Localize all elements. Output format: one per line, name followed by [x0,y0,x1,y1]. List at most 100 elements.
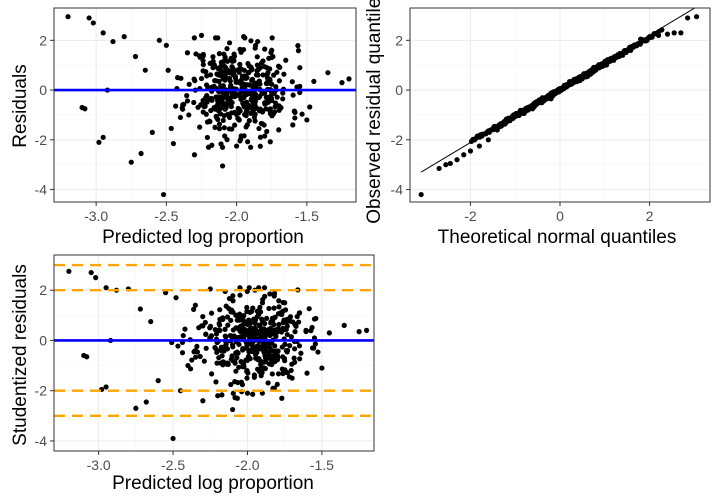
residuals-marks [54,14,356,198]
studentized-point [173,295,179,301]
residuals-point [96,139,102,145]
residuals-point [339,80,345,86]
residuals-point [224,58,231,64]
residuals-point [238,96,244,102]
studentized-point [291,355,297,361]
residuals-point [209,142,215,148]
residuals-point [257,143,263,149]
residuals-point [215,116,221,122]
studentized-point [298,350,304,356]
studentized-point [229,307,235,313]
studentized-point [233,368,239,374]
residuals-point [311,78,317,84]
residuals-point [219,144,226,150]
studentized-point [363,327,370,333]
residuals-point [290,92,296,98]
residuals-point [267,139,273,145]
studentized-point [287,314,294,320]
residuals-point [248,38,254,44]
residuals-point [163,42,169,48]
residuals-point [170,140,176,147]
studentized-point [244,304,250,311]
studentized-point [280,320,286,326]
studentized-point [262,329,268,335]
studentized-point [296,343,303,349]
residuals-point [216,78,222,84]
studentized-point [103,384,109,390]
studentized-point [259,370,265,376]
studentized-point [274,381,280,388]
studentized-point [252,320,258,326]
studentized-point [244,368,250,375]
residuals-point [132,53,139,60]
studentized-point [179,350,186,356]
studentized-point [308,328,314,334]
studentized-point [261,359,268,365]
studentized-point [197,353,203,360]
studentized-point [272,343,278,349]
qq-point [671,30,677,36]
residuals-point [86,15,92,21]
residuals-point [177,114,184,121]
residuals-point [240,75,246,81]
residuals-point [263,94,269,100]
studentized-point [245,354,252,360]
studentized-xlabel: Predicted log proportion [112,473,314,494]
studentized-point [266,305,272,312]
studentized-point [262,355,269,361]
residuals-point [278,105,284,111]
studentized-point [276,298,282,304]
studentized-point [230,293,236,299]
studentized-point [284,331,290,338]
studentized-point [214,360,220,366]
residuals-point [215,35,221,41]
residuals-point [110,38,116,45]
residuals-point [252,42,259,49]
residuals-point [196,53,203,59]
studentized-point [264,315,270,322]
residuals-point [262,64,268,70]
residuals-point [256,125,262,132]
residuals-point [267,66,273,72]
residuals-point [257,134,264,140]
residuals-point [281,71,287,77]
residuals-point [294,84,300,90]
residuals-point [262,46,268,52]
residuals-point [229,99,235,106]
residuals-point [191,35,197,41]
studentized-point [304,370,310,376]
residuals-point [291,108,298,114]
studentized-point [230,406,236,413]
residuals-point [269,54,275,61]
studentized-point [286,374,292,380]
studentized-point [234,395,240,401]
residuals-point [230,66,236,72]
qq-point [436,165,442,172]
studentized-point [269,371,275,377]
qq-point [447,160,453,167]
studentized-point [244,390,251,396]
residuals-point [237,61,243,67]
studentized-point [240,347,246,353]
residuals-point [295,43,301,49]
studentized-point [200,398,206,404]
studentized-point [235,379,241,386]
residuals-point [156,37,162,43]
studentized-point [313,315,319,322]
qq-panel: Theoretical normal quantiles Observed re… [364,0,711,248]
studentized-point [207,325,213,331]
residuals-point [201,103,207,109]
residuals-point [245,90,251,96]
residuals-point [283,57,289,63]
studentized-point [194,343,200,349]
studentized-point [265,380,271,386]
studentized-point [133,405,139,411]
qq-point [467,148,474,154]
residuals-point [269,35,275,41]
qq-point [476,143,482,149]
residuals-point [184,50,191,56]
residuals-point [236,69,242,75]
residuals-point [173,103,179,109]
qq-point [664,31,671,37]
